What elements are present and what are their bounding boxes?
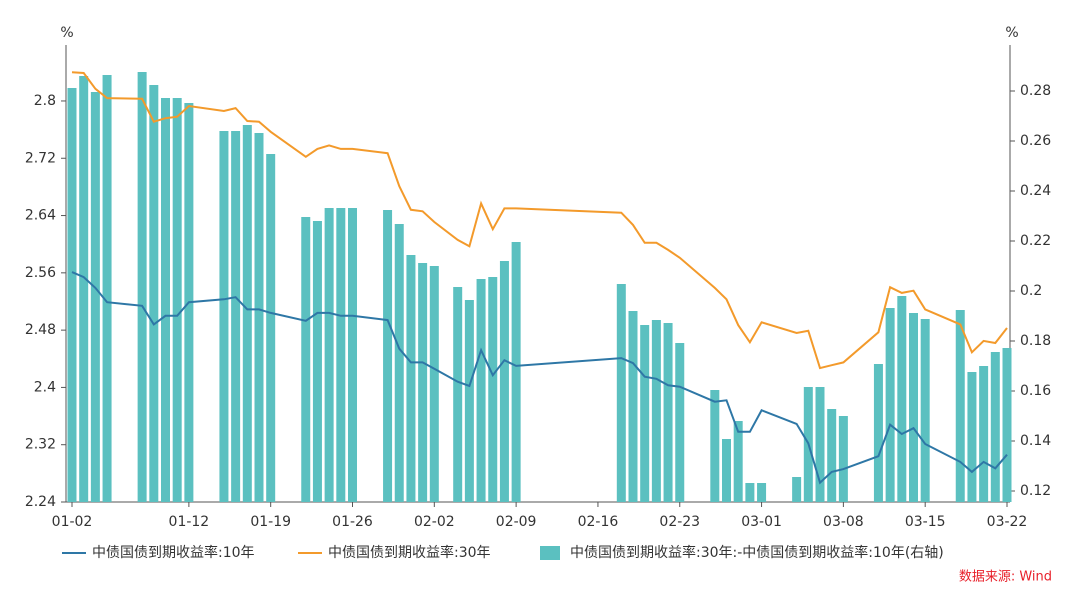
bar xyxy=(651,320,661,502)
y2-tick-label: 0.14 xyxy=(1020,433,1051,449)
x-tick-label: 01-02 xyxy=(52,514,93,530)
bar xyxy=(909,313,918,502)
y2-tick-label: 0.28 xyxy=(1020,83,1051,99)
bar xyxy=(733,421,743,502)
bar xyxy=(897,296,907,502)
x-tick-label: 02-23 xyxy=(659,514,700,530)
x-tick-label: 02-16 xyxy=(578,514,619,530)
bar xyxy=(383,210,393,502)
y2-tick-label: 0.16 xyxy=(1020,383,1051,399)
bar xyxy=(137,72,147,502)
x-tick-label: 03-01 xyxy=(741,514,782,530)
bar xyxy=(418,263,428,502)
x-tick-label: 02-02 xyxy=(414,514,455,530)
bar xyxy=(792,477,802,502)
bar xyxy=(663,323,673,502)
bar xyxy=(488,277,498,502)
bar xyxy=(873,364,883,502)
x-tick-label: 03-15 xyxy=(905,514,946,530)
bar xyxy=(149,85,159,502)
bar xyxy=(242,125,252,502)
y2-tick-label: 0.18 xyxy=(1020,333,1051,349)
bar xyxy=(920,319,930,502)
bar xyxy=(757,483,767,502)
bar xyxy=(955,310,965,502)
bar xyxy=(1002,348,1012,502)
y2-unit: % xyxy=(1005,25,1018,41)
bar xyxy=(102,75,112,502)
bar xyxy=(967,372,977,502)
x-tick-label: 01-12 xyxy=(169,514,210,530)
bar xyxy=(990,352,1000,502)
bar xyxy=(219,131,229,502)
bar xyxy=(722,439,731,502)
source: 数据来源: Wind xyxy=(959,570,1052,585)
bar xyxy=(406,255,416,502)
bar xyxy=(429,266,439,502)
bar xyxy=(336,208,346,502)
x-tick-label: 03-08 xyxy=(823,514,864,530)
bar xyxy=(979,366,989,502)
y2-tick-label: 0.22 xyxy=(1020,233,1051,249)
y-tick-label: 2.4 xyxy=(34,379,56,395)
x-tick-label: 01-19 xyxy=(250,514,291,530)
bar xyxy=(476,279,486,502)
y2-tick-label: 0.2 xyxy=(1020,283,1042,299)
y-tick-label: 2.32 xyxy=(25,437,56,453)
bar xyxy=(348,208,357,502)
bar xyxy=(745,483,755,502)
bar xyxy=(885,308,895,502)
bar xyxy=(301,217,311,502)
legend-label: 中债国债到期收益率:30年:-中债国债到期收益率:10年(右轴) xyxy=(570,544,944,561)
bar xyxy=(616,284,626,502)
bar xyxy=(254,133,264,502)
bar xyxy=(675,343,685,502)
y-tick-label: 2.24 xyxy=(25,494,56,510)
bar xyxy=(394,224,404,502)
y2-tick-label: 0.12 xyxy=(1020,483,1051,499)
bar xyxy=(90,92,100,502)
bar xyxy=(838,416,848,502)
bar xyxy=(231,131,241,502)
bar xyxy=(710,390,720,502)
x-tick-label: 01-26 xyxy=(332,514,373,530)
y-tick-label: 2.48 xyxy=(25,322,56,338)
legend-label: 中债国债到期收益率:10年 xyxy=(92,544,255,561)
bar xyxy=(324,208,334,502)
bar xyxy=(464,300,474,502)
bar xyxy=(827,409,837,502)
bar xyxy=(628,311,638,502)
bar xyxy=(511,242,521,502)
bar xyxy=(172,98,182,502)
bar xyxy=(67,88,77,502)
bar xyxy=(453,287,463,502)
line xyxy=(71,71,1008,370)
legend-label: 中债国债到期收益率:30年 xyxy=(328,544,491,561)
y-tick-label: 2.64 xyxy=(25,208,56,224)
bar xyxy=(266,154,276,502)
y2-tick-label: 0.26 xyxy=(1020,133,1051,149)
bar xyxy=(640,325,650,502)
bar xyxy=(815,387,825,502)
y2-tick-label: 0.24 xyxy=(1020,183,1051,199)
bar xyxy=(499,261,509,502)
legend-swatch xyxy=(540,546,560,560)
bar xyxy=(79,76,89,502)
bar xyxy=(161,98,170,502)
line xyxy=(71,271,1008,485)
y-tick-label: 2.56 xyxy=(25,265,56,281)
bar xyxy=(312,221,322,502)
x-tick-label: 03-22 xyxy=(987,514,1028,530)
y-tick-label: 2.72 xyxy=(25,150,56,166)
x-tick-label: 02-09 xyxy=(496,514,537,530)
y-tick-label: 2.8 xyxy=(34,93,56,109)
y-unit: % xyxy=(60,25,73,41)
